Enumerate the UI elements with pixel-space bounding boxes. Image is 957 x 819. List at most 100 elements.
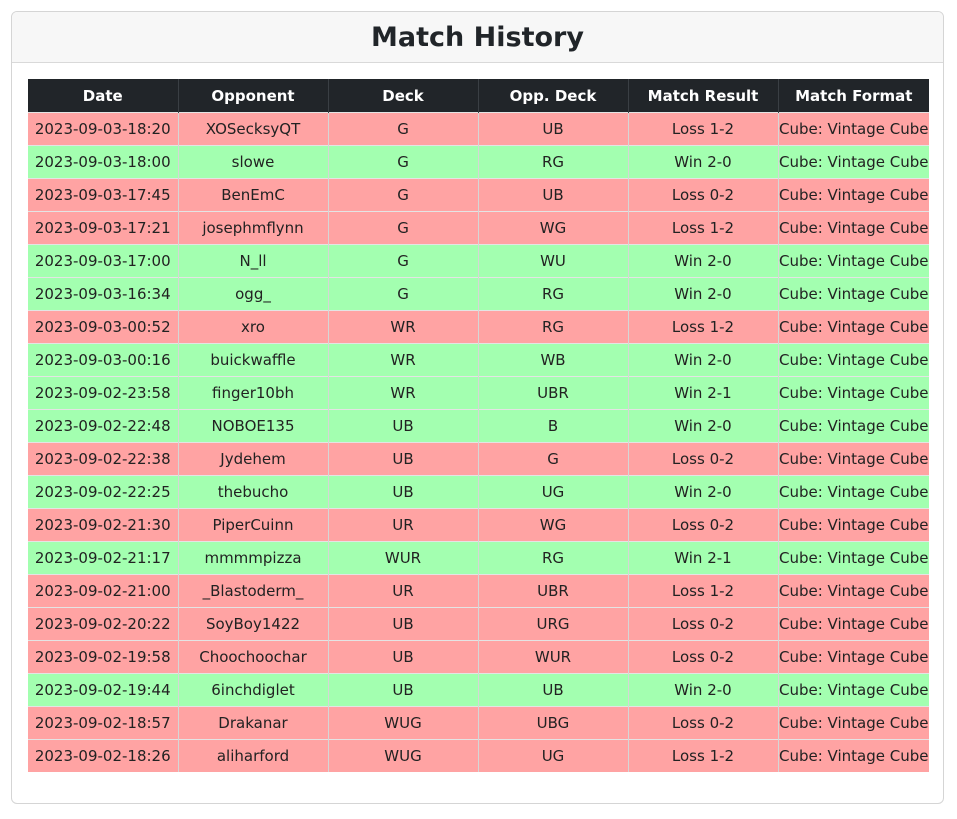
table-row: 2023-09-03-17:45 BenEmC G UB Loss 0-2 Cube: V… bbox=[28, 178, 929, 212]
cell-opp-deck: RG bbox=[478, 145, 629, 179]
table-row: 2023-09-02-21:00 _Blastoderm_ UR UBR Loss 1-… bbox=[28, 574, 929, 608]
cell-deck: WR bbox=[328, 376, 479, 410]
cell-match-result: Win 2-0 bbox=[628, 277, 779, 311]
cell-deck: WUR bbox=[328, 541, 479, 575]
cell-opp-deck: G bbox=[478, 442, 629, 476]
cell-match-format: Cube: Vintage Cube bbox=[778, 310, 929, 344]
cell-match-result: Loss 0-2 bbox=[628, 178, 779, 212]
cell-date: 2023-09-02-21:17 bbox=[28, 541, 179, 575]
cell-match-result: Loss 0-2 bbox=[628, 442, 779, 476]
table-row: 2023-09-02-21:30 PiperCuinn UR WG Loss 0-2 Cu… bbox=[28, 508, 929, 542]
cell-date: 2023-09-03-18:00 bbox=[28, 145, 179, 179]
cell-opponent: N_ll bbox=[178, 244, 329, 278]
cell-match-format: Cube: Vintage Cube bbox=[778, 574, 929, 608]
card-header: Match History bbox=[12, 12, 943, 63]
cell-match-result: Loss 0-2 bbox=[628, 607, 779, 641]
cell-match-format: Cube: Vintage Cube bbox=[778, 178, 929, 212]
cell-deck: WUG bbox=[328, 706, 479, 740]
cell-deck: G bbox=[328, 112, 479, 146]
cell-match-format: Cube: Vintage Cube bbox=[778, 475, 929, 509]
column-header-date: Date bbox=[28, 79, 179, 113]
cell-match-result: Win 2-0 bbox=[628, 343, 779, 377]
table-row: 2023-09-02-19:44 6inchdiglet UB UB Win 2-0 Cu… bbox=[28, 673, 929, 707]
column-header-opponent: Opponent bbox=[178, 79, 329, 113]
cell-match-format: Cube: Vintage Cube bbox=[778, 211, 929, 245]
cell-opp-deck: UB bbox=[478, 673, 629, 707]
cell-date: 2023-09-02-19:58 bbox=[28, 640, 179, 674]
cell-date: 2023-09-03-00:52 bbox=[28, 310, 179, 344]
cell-match-result: Loss 1-2 bbox=[628, 310, 779, 344]
match-history-table: Date Opponent Deck Opp. Deck Match Resul… bbox=[28, 79, 929, 772]
cell-match-format: Cube: Vintage Cube bbox=[778, 376, 929, 410]
table-row: 2023-09-02-18:57 Drakanar WUG UBG Loss 0-2 Cu… bbox=[28, 706, 929, 740]
cell-match-format: Cube: Vintage Cube bbox=[778, 541, 929, 575]
cell-match-result: Win 2-0 bbox=[628, 145, 779, 179]
cell-match-format: Cube: Vintage Cube bbox=[778, 442, 929, 476]
cell-opp-deck: WUR bbox=[478, 640, 629, 674]
cell-match-format: Cube: Vintage Cube bbox=[778, 277, 929, 311]
table-row: 2023-09-03-17:00 N_ll G WU Win 2-0 Cube: Vint… bbox=[28, 244, 929, 278]
cell-opponent: mmmmpizza bbox=[178, 541, 329, 575]
cell-match-result: Win 2-0 bbox=[628, 673, 779, 707]
cell-match-result: Loss 1-2 bbox=[628, 574, 779, 608]
cell-date: 2023-09-02-21:00 bbox=[28, 574, 179, 608]
cell-opp-deck: WG bbox=[478, 211, 629, 245]
cell-opp-deck: UBR bbox=[478, 376, 629, 410]
cell-opponent: Choochoochar bbox=[178, 640, 329, 674]
cell-opp-deck: WU bbox=[478, 244, 629, 278]
cell-opponent: ogg_ bbox=[178, 277, 329, 311]
cell-match-format: Cube: Vintage Cube bbox=[778, 145, 929, 179]
cell-opponent: slowe bbox=[178, 145, 329, 179]
cell-opponent: thebucho bbox=[178, 475, 329, 509]
cell-opp-deck: UBG bbox=[478, 706, 629, 740]
cell-deck: UB bbox=[328, 673, 479, 707]
cell-opponent: josephmflynn bbox=[178, 211, 329, 245]
cell-opp-deck: UG bbox=[478, 475, 629, 509]
cell-opp-deck: UB bbox=[478, 178, 629, 212]
cell-date: 2023-09-02-22:25 bbox=[28, 475, 179, 509]
cell-opp-deck: RG bbox=[478, 310, 629, 344]
cell-opponent: NOBOE135 bbox=[178, 409, 329, 443]
cell-date: 2023-09-03-17:45 bbox=[28, 178, 179, 212]
cell-date: 2023-09-02-20:22 bbox=[28, 607, 179, 641]
cell-opp-deck: UBR bbox=[478, 574, 629, 608]
cell-deck: WUG bbox=[328, 739, 479, 772]
cell-match-result: Loss 1-2 bbox=[628, 211, 779, 245]
cell-deck: UB bbox=[328, 442, 479, 476]
cell-match-format: Cube: Vintage Cube bbox=[778, 508, 929, 542]
cell-opponent: Jydehem bbox=[178, 442, 329, 476]
cell-opponent: finger10bh bbox=[178, 376, 329, 410]
cell-opponent: BenEmC bbox=[178, 178, 329, 212]
cell-deck: UB bbox=[328, 475, 479, 509]
column-header-match-result: Match Result bbox=[628, 79, 779, 113]
cell-match-format: Cube: Vintage Cube bbox=[778, 409, 929, 443]
cell-date: 2023-09-02-18:57 bbox=[28, 706, 179, 740]
cell-date: 2023-09-03-17:00 bbox=[28, 244, 179, 278]
cell-match-format: Cube: Vintage Cube bbox=[778, 343, 929, 377]
cell-match-result: Win 2-0 bbox=[628, 409, 779, 443]
cell-opp-deck: RG bbox=[478, 277, 629, 311]
table-row: 2023-09-02-22:38 Jydehem UB G Loss 0-2 Cube: … bbox=[28, 442, 929, 476]
cell-match-result: Loss 0-2 bbox=[628, 706, 779, 740]
cell-match-format: Cube: Vintage Cube bbox=[778, 112, 929, 146]
cell-match-format: Cube: Vintage Cube bbox=[778, 640, 929, 674]
table-row: 2023-09-02-22:48 NOBOE135 UB B Win 2-0 Cube: … bbox=[28, 409, 929, 443]
cell-match-result: Loss 1-2 bbox=[628, 739, 779, 772]
cell-date: 2023-09-02-18:26 bbox=[28, 739, 179, 772]
cell-date: 2023-09-03-17:21 bbox=[28, 211, 179, 245]
cell-date: 2023-09-02-21:30 bbox=[28, 508, 179, 542]
cell-match-result: Win 2-0 bbox=[628, 244, 779, 278]
cell-deck: UR bbox=[328, 574, 479, 608]
cell-match-format: Cube: Vintage Cube bbox=[778, 706, 929, 740]
cell-opp-deck: UG bbox=[478, 739, 629, 772]
cell-opponent: PiperCuinn bbox=[178, 508, 329, 542]
table-header-row: Date Opponent Deck Opp. Deck Match Resul… bbox=[28, 79, 929, 113]
column-header-opp-deck: Opp. Deck bbox=[478, 79, 629, 113]
cell-opp-deck: UB bbox=[478, 112, 629, 146]
cell-match-result: Win 2-1 bbox=[628, 376, 779, 410]
cell-date: 2023-09-02-19:44 bbox=[28, 673, 179, 707]
table-row: 2023-09-03-18:20 XOSecksyQT G UB Loss 1-2 Cub… bbox=[28, 112, 929, 146]
table-row: 2023-09-03-00:52 xro WR RG Loss 1-2 Cube: Vin… bbox=[28, 310, 929, 344]
cell-date: 2023-09-02-22:38 bbox=[28, 442, 179, 476]
cell-opp-deck: URG bbox=[478, 607, 629, 641]
